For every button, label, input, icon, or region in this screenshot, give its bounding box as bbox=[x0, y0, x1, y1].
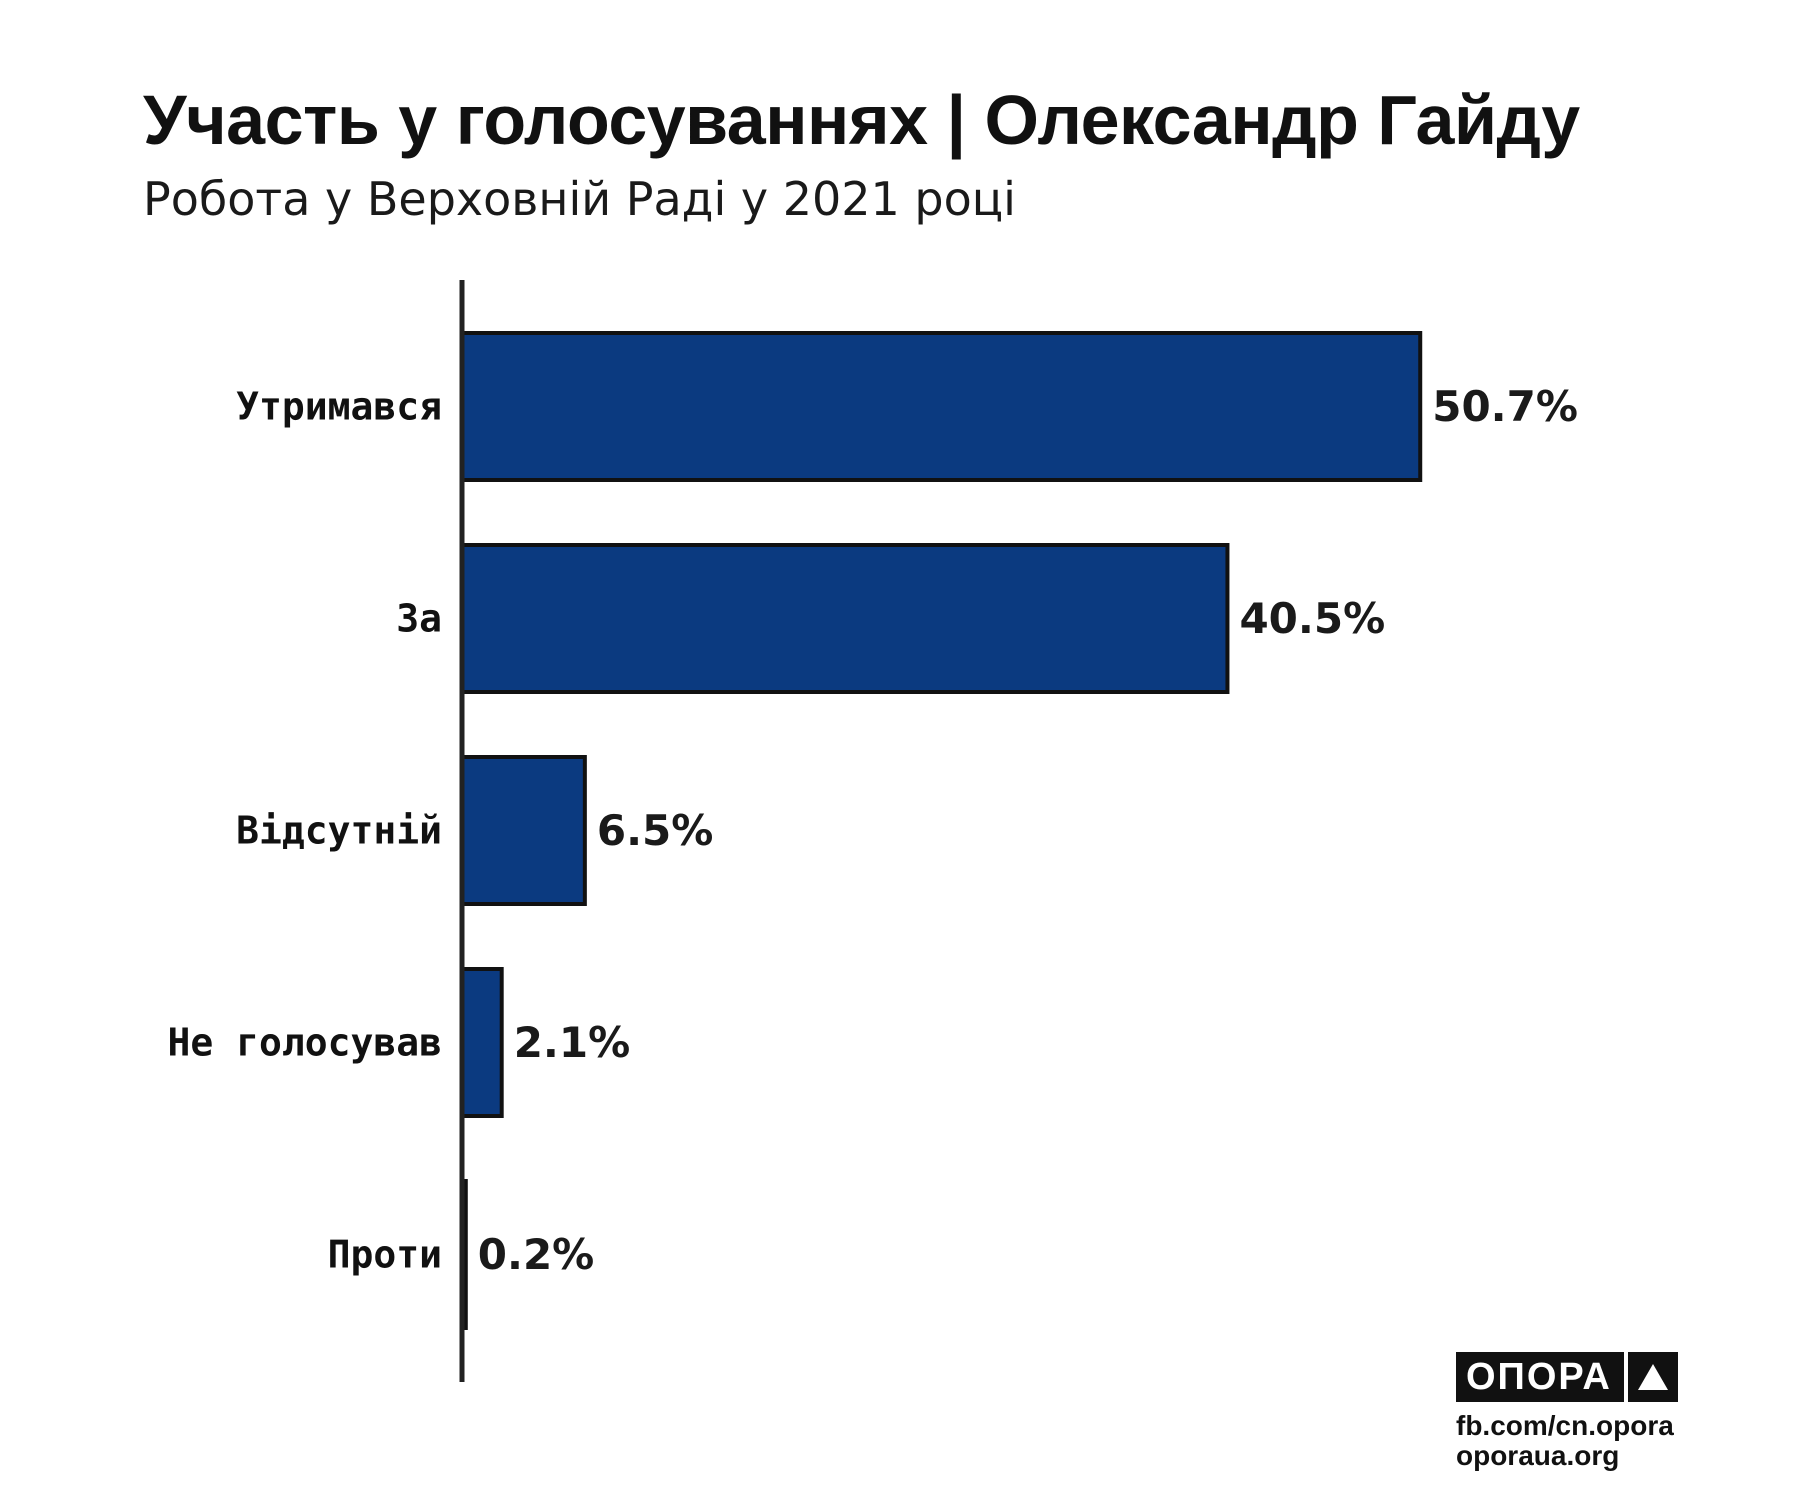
facebook-link[interactable]: fb.com/cn.opora bbox=[1456, 1410, 1674, 1441]
category-label-3: Не голосував bbox=[167, 1021, 442, 1065]
value-label-3: 2.1% bbox=[514, 1018, 630, 1067]
value-label-4: 0.2% bbox=[478, 1230, 594, 1279]
category-label-0: Утримався bbox=[236, 385, 442, 429]
bar-3 bbox=[460, 967, 504, 1118]
website-link[interactable]: oporaua.org bbox=[1456, 1440, 1620, 1471]
logo-icon-box bbox=[1627, 1352, 1678, 1402]
value-label-2: 6.5% bbox=[597, 806, 713, 855]
bar-2 bbox=[460, 755, 587, 906]
chart-title: Участь у голосуваннях | Олександр Гайду bbox=[143, 81, 1580, 159]
triangle-icon bbox=[1637, 1364, 1668, 1390]
value-label-0: 50.7% bbox=[1432, 382, 1578, 431]
category-label-1: За bbox=[396, 597, 442, 641]
value-label-1: 40.5% bbox=[1239, 594, 1385, 643]
bar-0 bbox=[460, 331, 1423, 482]
category-label-4: Проти bbox=[328, 1233, 442, 1277]
category-label-2: Відсутній bbox=[236, 809, 442, 853]
logo-text: ОПОРА bbox=[1456, 1352, 1624, 1402]
chart-subtitle: Робота у Верховній Раді у 2021 році bbox=[143, 172, 1016, 226]
bar-1 bbox=[460, 543, 1230, 694]
opora-logo: ОПОРА bbox=[1456, 1352, 1678, 1402]
